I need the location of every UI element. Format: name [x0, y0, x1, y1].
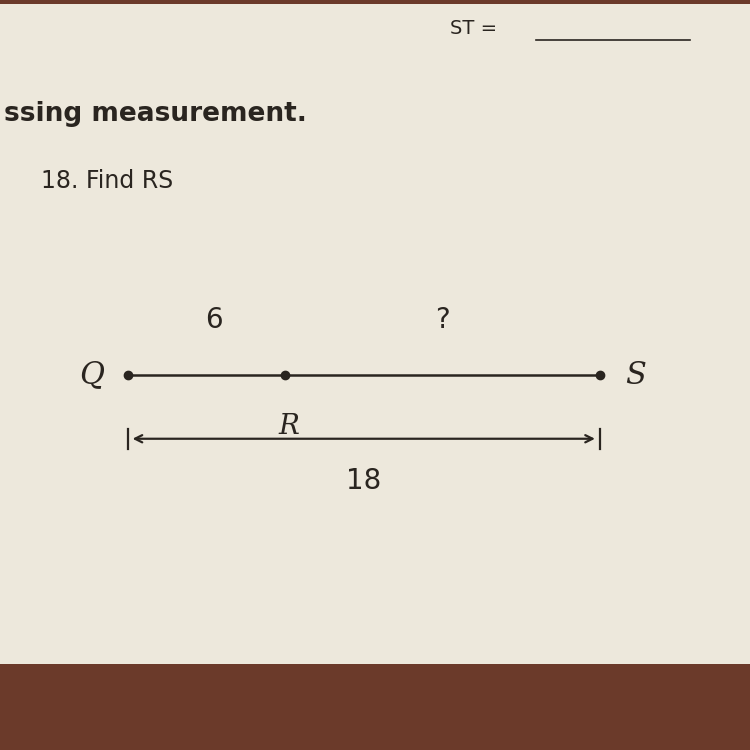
Text: Q: Q [79, 359, 104, 391]
Text: ST =: ST = [450, 19, 497, 38]
Text: ssing measurement.: ssing measurement. [4, 101, 307, 128]
Text: 6: 6 [205, 306, 223, 334]
Text: ?: ? [435, 306, 450, 334]
Text: 18: 18 [346, 467, 382, 495]
Text: R: R [278, 413, 299, 440]
Text: 18. Find RS: 18. Find RS [41, 169, 173, 193]
Text: S: S [626, 359, 646, 391]
Bar [0, 4, 750, 664]
